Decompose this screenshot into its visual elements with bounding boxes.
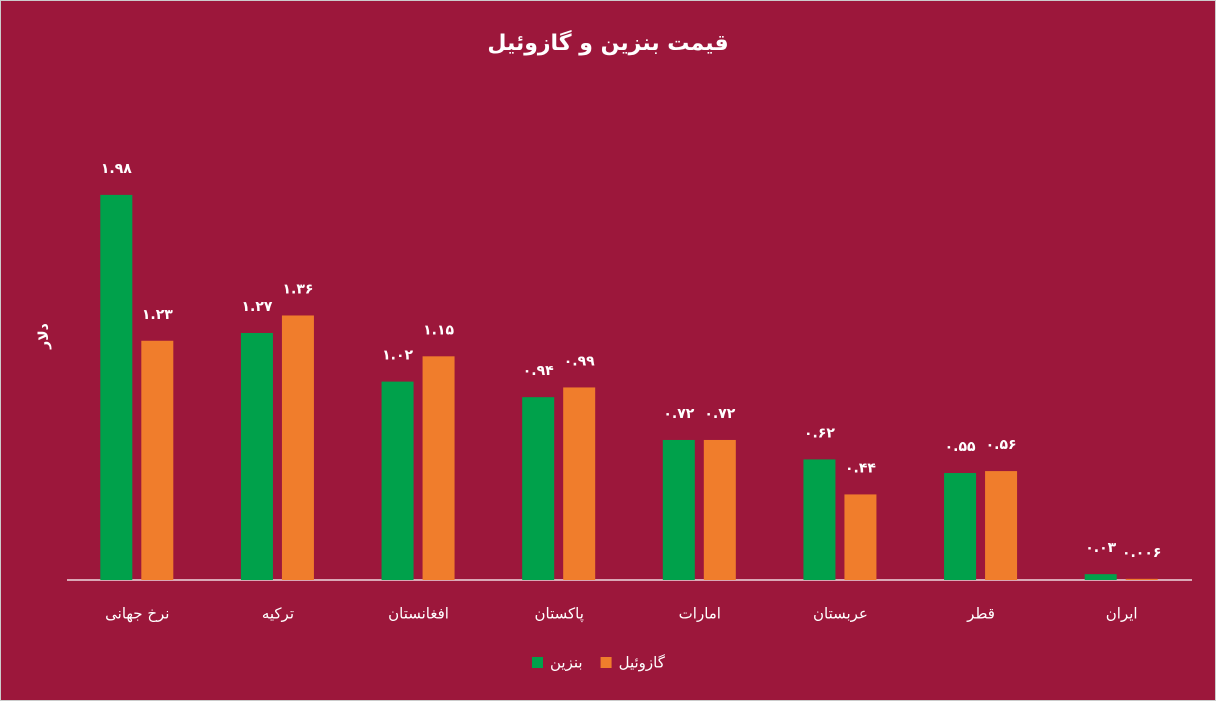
legend-swatch: [532, 657, 543, 668]
y-axis-label: دلار: [36, 323, 52, 350]
x-tick-label: ترکیه: [262, 605, 294, 623]
bar: [240, 332, 273, 580]
bar: [1125, 578, 1158, 580]
data-label: ۰.۵۵: [945, 439, 976, 455]
legend-label: گازوئیل: [619, 654, 666, 672]
data-label: ۰.۶۲: [804, 425, 835, 441]
bar: [662, 439, 695, 580]
x-tick-label: امارات: [679, 605, 721, 623]
bar: [1084, 574, 1117, 580]
data-label: ۰.۵۶: [986, 437, 1017, 453]
x-tick-label: نرخ جهانی: [105, 605, 169, 623]
data-label: ۰.۰۳: [1085, 540, 1116, 556]
bar: [803, 459, 836, 580]
x-tick-label: پاکستان: [534, 605, 583, 624]
x-tick-label: ایران: [1106, 605, 1138, 623]
data-label: ۰.۰۰۶: [1122, 545, 1162, 561]
bar: [844, 494, 877, 580]
x-tick-label: عربستان: [813, 605, 868, 623]
bar: [422, 356, 455, 580]
data-label: ۰.۴۴: [845, 460, 876, 476]
bar: [944, 473, 977, 580]
bar: [381, 381, 414, 580]
bar: [100, 194, 133, 580]
data-label: ۱.۹۸: [101, 161, 132, 177]
x-tick-label: افغانستان: [388, 605, 449, 623]
legend-swatch: [600, 657, 612, 668]
bar: [563, 387, 596, 580]
data-label: ۰.۹۴: [523, 363, 554, 379]
data-label: ۱.۰۲: [382, 348, 413, 364]
legend-label: بنزین: [550, 654, 583, 672]
data-label: ۱.۲۳: [142, 307, 173, 323]
bar: [141, 340, 174, 580]
data-label: ۱.۱۵: [423, 322, 454, 338]
data-label: ۰.۷۲: [663, 406, 694, 422]
data-label: ۰.۷۲: [704, 406, 735, 422]
x-tick-label: قطر: [966, 605, 995, 623]
data-label: ۱.۲۷: [241, 299, 272, 315]
data-label: ۰.۹۹: [564, 353, 595, 369]
data-label: ۱.۳۶: [282, 281, 313, 297]
bar: [522, 397, 555, 580]
bar: [281, 315, 314, 580]
bar: [985, 471, 1018, 580]
bar: [703, 439, 736, 580]
chart-title: قیمت بنزین و گازوئیل: [487, 29, 728, 56]
